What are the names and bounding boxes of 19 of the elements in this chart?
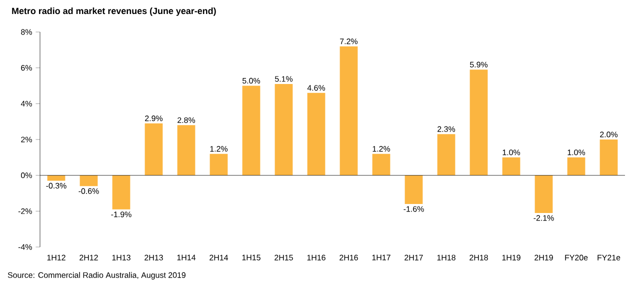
bar <box>567 157 586 176</box>
bar <box>534 175 553 213</box>
bar <box>80 175 98 186</box>
bar <box>210 154 228 176</box>
bar <box>470 70 488 176</box>
bar <box>307 92 326 176</box>
bar <box>242 86 260 176</box>
bar <box>600 139 618 176</box>
bar <box>177 125 196 176</box>
bar <box>47 175 66 181</box>
bar <box>112 175 130 210</box>
bar <box>404 175 423 204</box>
bar <box>274 84 293 176</box>
bar <box>372 154 390 176</box>
bar <box>437 134 456 176</box>
bar <box>144 123 163 176</box>
chart-title: Metro radio ad market revenues (June year-end) <box>12 8 216 16</box>
bar <box>340 46 358 176</box>
bar <box>502 157 520 176</box>
